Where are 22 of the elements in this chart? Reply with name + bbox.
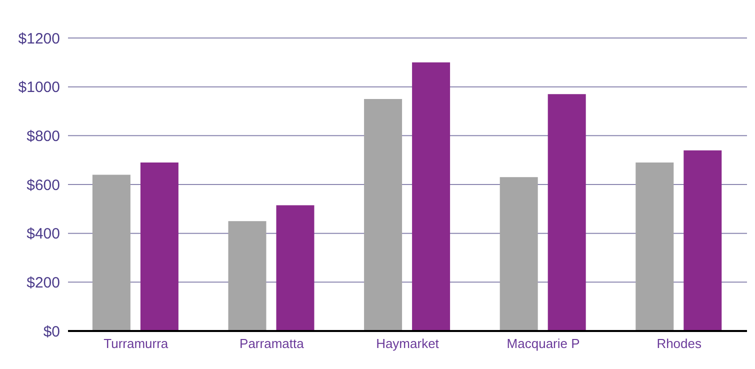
bar (276, 205, 314, 331)
bar (92, 174, 130, 331)
bar (636, 162, 674, 331)
x-tick-label: Haymarket (376, 336, 440, 352)
y-tick-label: $1000 (18, 79, 60, 96)
bar (228, 221, 266, 331)
y-tick-label: $800 (26, 128, 60, 145)
bar (140, 162, 178, 331)
y-tick-label: $0 (43, 323, 60, 340)
x-tick-label: Parramatta (240, 336, 305, 352)
bar (684, 150, 722, 331)
y-tick-label: $400 (26, 226, 60, 243)
x-tick-label: Rhodes (656, 336, 702, 352)
y-tick-label: $200 (26, 274, 60, 292)
bar (364, 99, 402, 331)
bar (412, 62, 450, 331)
y-tick-label: $1200 (18, 30, 60, 48)
bar (548, 94, 586, 331)
x-tick-label: Macquarie P (506, 336, 580, 352)
x-tick-label: Turramurra (104, 336, 169, 352)
bar (500, 177, 538, 331)
y-tick-label: $600 (26, 176, 60, 194)
